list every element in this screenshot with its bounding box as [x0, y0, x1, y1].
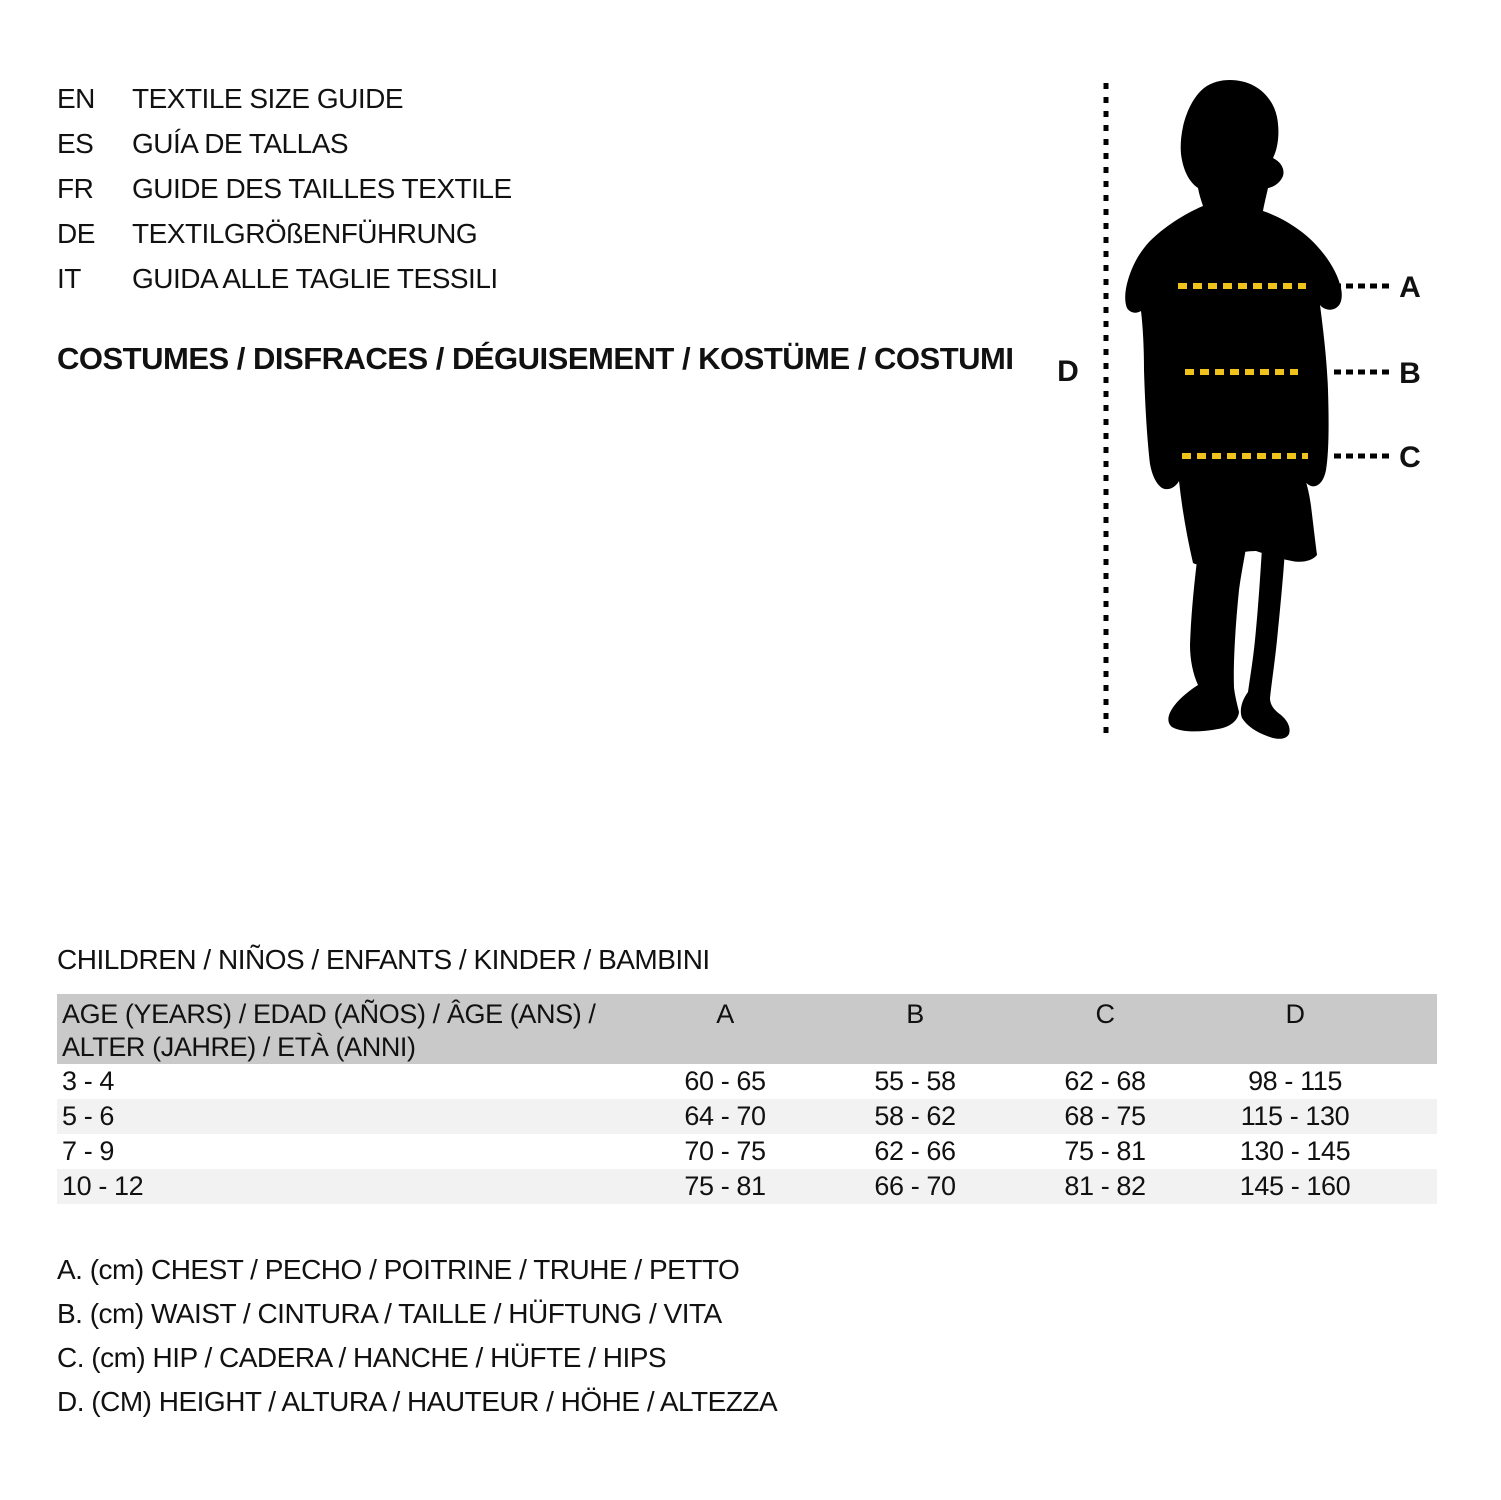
- category-title: COSTUMES / DISFRACES / DÉGUISEMENT / KOS…: [57, 341, 1014, 376]
- lang-code: IT: [57, 262, 81, 294]
- child-left-leg: [1168, 548, 1246, 732]
- filler-cell: [1390, 1064, 1437, 1099]
- measurement-legend: A. (cm) CHEST / PECHO / POITRINE / TRUHE…: [57, 1248, 778, 1424]
- filler-cell: [1390, 1134, 1437, 1169]
- lang-title: GUÍA DE TALLAS: [132, 127, 349, 159]
- hip-cell: 62 - 68: [1064, 1066, 1146, 1096]
- lang-row-es: ES GUÍA DE TALLAS: [57, 121, 512, 166]
- legend-height: D. (CM) HEIGHT / ALTURA / HAUTEUR / HÖHE…: [57, 1386, 778, 1417]
- age-header-line1: AGE (YEARS) / EDAD (AÑOS) / ÂGE (ANS) /: [62, 999, 596, 1029]
- table-header-row: AGE (YEARS) / EDAD (AÑOS) / ÂGE (ANS) / …: [57, 994, 1437, 1064]
- lang-title: GUIDA ALLE TAGLIE TESSILI: [132, 262, 498, 294]
- height-cell: 98 - 115: [1248, 1066, 1342, 1096]
- column-header-a: A: [716, 999, 734, 1029]
- table-row: 10 - 12 75 - 81 66 - 70 81 - 82 145 - 16…: [57, 1169, 1437, 1204]
- waist-marker: B: [1185, 357, 1421, 390]
- waist-cell: 58 - 62: [874, 1101, 956, 1131]
- waist-cell: 66 - 70: [874, 1171, 956, 1201]
- chest-label: A: [1399, 271, 1421, 304]
- column-header-d: D: [1285, 999, 1305, 1029]
- hip-marker: C: [1182, 441, 1421, 474]
- legend-chest: A. (cm) CHEST / PECHO / POITRINE / TRUHE…: [57, 1254, 740, 1285]
- height-cell: 115 - 130: [1240, 1101, 1350, 1131]
- chest-marker: A: [1178, 271, 1421, 304]
- table-row: 3 - 4 60 - 65 55 - 58 62 - 68 98 - 115: [57, 1064, 1437, 1099]
- chest-cell: 64 - 70: [684, 1101, 766, 1131]
- lang-code: FR: [57, 172, 94, 204]
- filler-cell: [1390, 1099, 1437, 1134]
- table-row: 7 - 9 70 - 75 62 - 66 75 - 81 130 - 145: [57, 1134, 1437, 1169]
- hip-cell: 68 - 75: [1064, 1101, 1146, 1131]
- column-header-b: B: [906, 999, 924, 1029]
- chest-cell: 75 - 81: [684, 1171, 766, 1201]
- age-cell: 10 - 12: [62, 1171, 144, 1201]
- children-section-title: CHILDREN / NIÑOS / ENFANTS / KINDER / BA…: [57, 944, 710, 975]
- lang-title: TEXTILE SIZE GUIDE: [132, 82, 404, 114]
- lang-row-en: EN TEXTILE SIZE GUIDE: [57, 76, 512, 121]
- language-title-block: EN TEXTILE SIZE GUIDE ES GUÍA DE TALLAS …: [57, 76, 512, 301]
- age-header-cell: AGE (YEARS) / EDAD (AÑOS) / ÂGE (ANS) / …: [57, 994, 630, 1064]
- waist-label: B: [1399, 357, 1421, 390]
- lang-title: TEXTILGRÖßENFÜHRUNG: [132, 217, 478, 249]
- lang-row-fr: FR GUIDE DES TAILLES TEXTILE: [57, 166, 512, 211]
- lang-title: GUIDE DES TAILLES TEXTILE: [132, 172, 512, 204]
- child-right-leg: [1240, 548, 1290, 739]
- children-size-table: AGE (YEARS) / EDAD (AÑOS) / ÂGE (ANS) / …: [57, 994, 1437, 1204]
- lang-row-de: DE TEXTILGRÖßENFÜHRUNG: [57, 211, 512, 256]
- age-cell: 7 - 9: [62, 1136, 115, 1166]
- height-cell: 145 - 160: [1239, 1171, 1351, 1201]
- waist-cell: 62 - 66: [874, 1136, 956, 1166]
- hip-label: C: [1399, 441, 1421, 474]
- age-cell: 3 - 4: [62, 1066, 115, 1096]
- hip-cell: 75 - 81: [1064, 1136, 1146, 1166]
- chest-cell: 70 - 75: [684, 1136, 766, 1166]
- filler-cell: [1390, 1169, 1437, 1204]
- age-cell: 5 - 6: [62, 1101, 115, 1131]
- lang-code: DE: [57, 217, 95, 249]
- header-filler-cell: [1390, 994, 1437, 1064]
- legend-waist: B. (cm) WAIST / CINTURA / TAILLE / HÜFTU…: [57, 1298, 722, 1329]
- age-header-line2: ALTER (JAHRE) / ETÀ (ANNI): [62, 1032, 416, 1062]
- child-silhouette: [1125, 80, 1342, 565]
- waist-cell: 55 - 58: [874, 1066, 956, 1096]
- column-header-c: C: [1095, 999, 1115, 1029]
- height-label: D: [1057, 355, 1079, 388]
- table-row: 5 - 6 64 - 70 58 - 62 68 - 75 115 - 130: [57, 1099, 1437, 1134]
- hip-cell: 81 - 82: [1064, 1171, 1146, 1201]
- lang-code: ES: [57, 127, 94, 159]
- height-cell: 130 - 145: [1239, 1136, 1351, 1166]
- lang-code: EN: [57, 82, 95, 114]
- legend-hip: C. (cm) HIP / CADERA / HANCHE / HÜFTE / …: [57, 1342, 667, 1373]
- measurement-diagram: A B C D: [1057, 80, 1421, 740]
- chest-cell: 60 - 65: [684, 1066, 766, 1096]
- lang-row-it: IT GUIDA ALLE TAGLIE TESSILI: [57, 256, 512, 301]
